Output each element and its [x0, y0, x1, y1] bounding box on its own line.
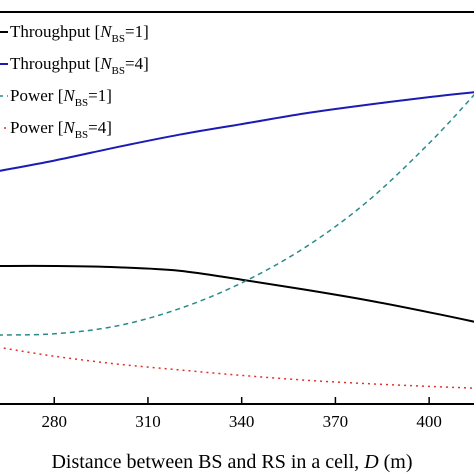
- x-axis-ticks: 280 310 340 370 400: [41, 397, 442, 431]
- plot-lines: [0, 91, 474, 389]
- legend-label-1: Throughput [NBS=1]: [10, 22, 149, 45]
- legend-label-3: Power [NBS=1]: [10, 86, 112, 109]
- x-tick-label-2: 310: [135, 412, 161, 431]
- x-tick-label-1: 280: [41, 412, 67, 431]
- series-line-1: [0, 264, 474, 323]
- series-line-3: [0, 93, 474, 336]
- legend-label-4: Power [NBS=4]: [10, 118, 112, 141]
- x-tick-label-5: 400: [416, 412, 442, 431]
- series-line-4: [0, 346, 474, 389]
- x-tick-label-3: 340: [229, 412, 255, 431]
- x-axis-label: Distance between BS and RS in a cell, D …: [51, 451, 412, 473]
- legend-label-2: Throughput [NBS=4]: [10, 54, 149, 77]
- series-line-2: [0, 91, 474, 172]
- plot-frame: [0, 11, 474, 405]
- x-tick-label-4: 370: [323, 412, 349, 431]
- legend: Throughput [NBS=1] Throughput [NBS=4] Powe…: [0, 22, 149, 141]
